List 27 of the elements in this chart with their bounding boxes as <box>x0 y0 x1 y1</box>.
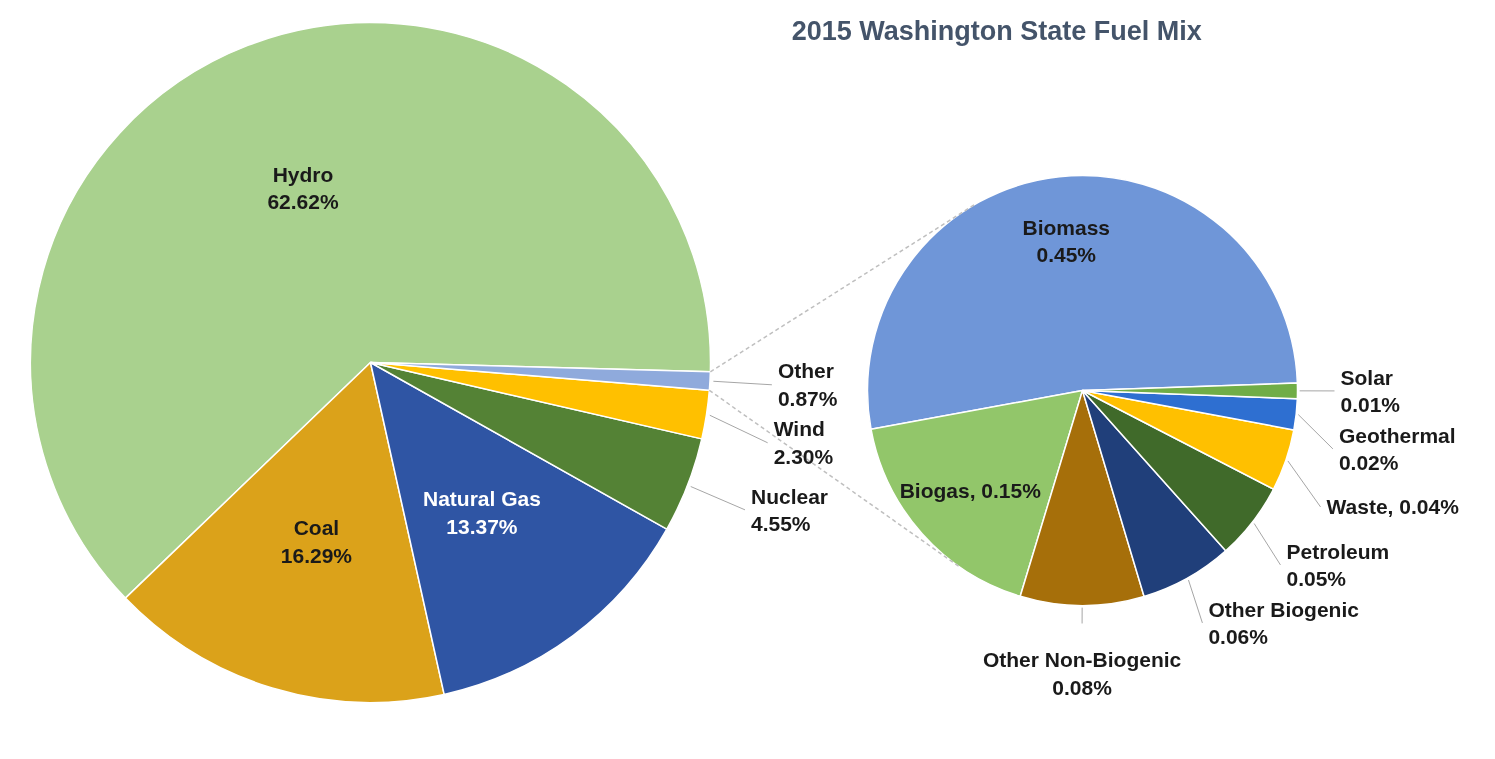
slice-label: Waste, 0.04% <box>1326 495 1460 519</box>
slice-label: Solar <box>1340 365 1394 389</box>
slice-label: Nuclear <box>750 484 829 508</box>
slice-label: Petroleum <box>1286 539 1390 563</box>
data-label: 13.37% <box>446 514 518 538</box>
slice-label: Natural Gas <box>422 487 541 511</box>
data-label: 16.29% <box>280 543 353 567</box>
slice-label: Biomass <box>1022 215 1111 239</box>
slice-label: Wind <box>773 417 825 441</box>
data-label: 62.62% <box>267 190 339 214</box>
data-label: 0.05% <box>1286 567 1347 591</box>
data-label: 0.01% <box>1340 393 1401 417</box>
data-label: 0.02% <box>1338 451 1399 475</box>
data-label: 2.30% <box>773 445 834 469</box>
data-label: 0.87% <box>777 387 838 411</box>
slice-label: Geothermal <box>1338 423 1456 447</box>
data-label: 0.08% <box>1052 676 1113 700</box>
slice-label: Biogas, 0.15% <box>899 479 1042 503</box>
slice-label: Other Biogenic <box>1208 597 1360 621</box>
slice-label: Other Non-Biogenic <box>982 648 1182 672</box>
slice-label: Coal <box>293 516 340 540</box>
data-label: 0.45% <box>1036 243 1097 267</box>
data-label: 4.55% <box>750 512 811 536</box>
slice-label: Other <box>777 359 834 383</box>
slice-label: Hydro <box>272 162 334 186</box>
text: 2015 Washington State Fuel Mix <box>791 15 1202 46</box>
data-label: 0.06% <box>1208 625 1269 649</box>
